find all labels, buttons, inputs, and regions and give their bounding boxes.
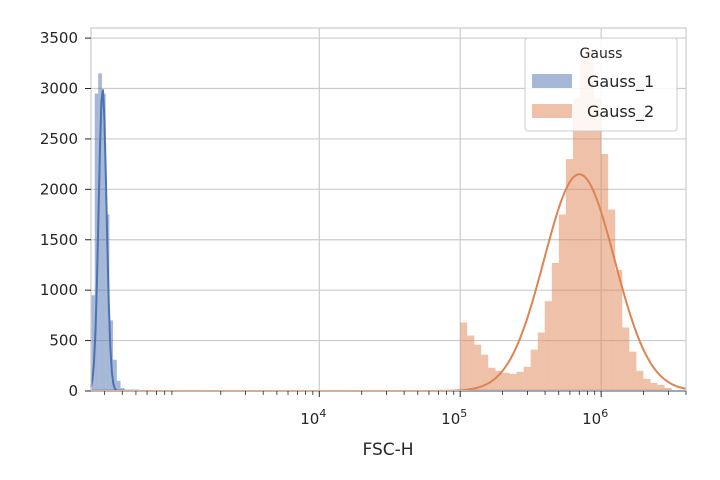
histogram-bars [91,53,672,392]
histogram-bar-gauss-2 [587,53,595,391]
legend-title: Gauss [580,46,623,62]
y-tick-label: 3000 [40,80,78,98]
histogram-bar-gauss-1 [113,359,117,391]
histogram-bar-gauss-2 [615,270,623,391]
y-tick-label: 0 [68,382,78,400]
histogram-bar-gauss-2 [495,370,503,391]
histogram-bar-gauss-2 [530,349,538,391]
histogram-bar-gauss-2 [551,262,559,391]
x-axis-title: FSC-H [362,440,413,460]
histogram-bar-gauss-2 [601,154,609,391]
histogram-bar-gauss-2 [460,322,468,391]
histogram-bar-gauss-2 [516,371,524,391]
x-tick-label: 105 [441,407,467,428]
histogram-bar-gauss-2 [594,98,602,391]
y-tick-label: 3500 [40,29,78,47]
y-tick-label: 1500 [40,231,78,249]
y-tick-label: 500 [49,332,78,350]
histogram-bar-gauss-2 [629,351,637,391]
legend-swatch-gauss-1 [532,74,572,88]
x-tick-label: 104 [300,407,326,428]
legend-label-gauss-1: Gauss_1 [587,72,654,92]
histogram-bar-gauss-2 [622,327,630,391]
histogram-bar-gauss-2 [657,384,665,391]
y-tick-label: 2000 [40,180,78,198]
x-axis: 104 105 106 [104,391,687,428]
histogram-bar-gauss-1 [94,93,99,392]
histogram-bar-gauss-2 [572,98,581,391]
y-axis: 0 500 1000 1500 2000 2500 3000 3500 [40,29,91,400]
x-tick-label: 106 [582,407,608,428]
histogram-bar-gauss-2 [580,58,588,391]
histogram-bar-gauss-2 [481,354,489,391]
histogram-bar-gauss-1 [105,214,110,391]
histogram-bar-gauss-2 [664,387,672,391]
histogram-bar-gauss-2 [509,373,517,391]
histogram-bar-gauss-2 [544,301,552,391]
histogram-bar-gauss-2 [488,367,496,391]
histogram-bar-gauss-1 [120,387,125,391]
y-tick-label: 2500 [40,130,78,148]
histogram-bar-gauss-2 [537,332,545,391]
legend: Gauss Gauss_1 Gauss_2 [524,37,678,132]
histogram-bar-gauss-2 [467,335,475,391]
histogram-bar-gauss-2 [565,159,573,391]
histogram-bar-gauss-2 [558,214,566,391]
histogram-bar-gauss-1 [91,295,95,391]
histogram-bar-gauss-2 [502,372,510,391]
histogram-bar-gauss-2 [474,344,482,391]
histogram-bar-gauss-2 [523,366,531,391]
histogram-bar-gauss-2 [650,382,658,391]
histogram-bar-gauss-1 [98,73,102,391]
histogram-bar-gauss-2 [636,370,644,391]
histogram-bar-gauss-2 [608,209,616,391]
y-tick-label: 1000 [40,281,78,299]
legend-swatch-gauss-2 [532,104,572,118]
legend-label-gauss-2: Gauss_2 [587,102,654,122]
histogram-bar-gauss-1 [116,380,121,391]
histogram-bar-gauss-2 [643,378,651,391]
plot-frame [90,27,687,392]
histogram-bar-gauss-1 [101,93,106,392]
